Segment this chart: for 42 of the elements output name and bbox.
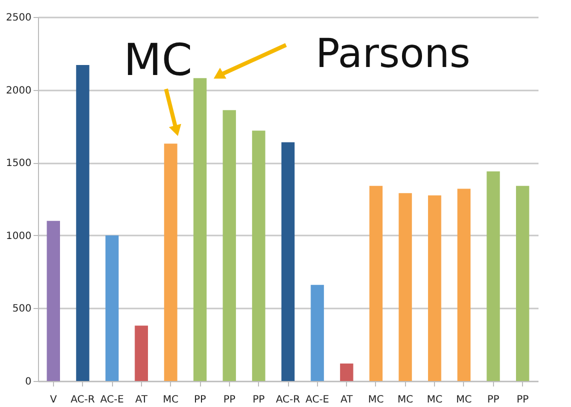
annotation: MC	[124, 35, 192, 86]
x-tick-label: PP	[516, 394, 529, 406]
x-tick-label: PP	[194, 394, 206, 406]
x-tick-label: AC-E	[306, 394, 330, 406]
y-tick-label: 1500	[6, 158, 32, 170]
bar	[252, 130, 266, 381]
x-tick-label: AT	[135, 394, 148, 406]
x-tick-label: MC	[162, 394, 179, 406]
bar	[76, 65, 90, 381]
x-tick-label: PP	[487, 394, 500, 406]
bar	[369, 186, 383, 381]
y-tick-label: 500	[12, 304, 32, 315]
x-tick-label: V	[50, 394, 57, 406]
x-tick-label: MC	[456, 394, 472, 406]
x-tick-label: MC	[397, 394, 414, 406]
x-tick-label: AC-R	[70, 394, 95, 406]
bar	[105, 235, 119, 381]
x-tick-label: PP	[252, 394, 265, 406]
bar	[222, 110, 236, 381]
bar	[193, 78, 207, 381]
bar	[457, 188, 471, 381]
bar	[516, 186, 530, 381]
bar	[281, 142, 295, 381]
y-tick-label: 0	[25, 376, 32, 388]
y-tick-label: 1000	[6, 230, 32, 242]
x-tick-label: MC	[426, 394, 442, 406]
x-tick-label: PP	[223, 394, 236, 406]
bar	[398, 193, 412, 381]
bar	[486, 171, 500, 381]
bar	[134, 326, 148, 381]
bar	[310, 284, 324, 381]
bar	[46, 220, 60, 381]
bar	[164, 144, 178, 381]
y-tick-label: 2000	[6, 85, 32, 96]
bar	[428, 195, 442, 381]
annotation: Parsons	[316, 31, 470, 77]
x-tick-label: AC-E	[100, 394, 124, 406]
x-tick-label: AC-R	[276, 394, 300, 406]
x-tick-label: AT	[340, 394, 354, 406]
y-tick-label: 2500	[6, 12, 32, 24]
x-tick-label: MC	[368, 394, 384, 406]
bar	[340, 364, 354, 381]
